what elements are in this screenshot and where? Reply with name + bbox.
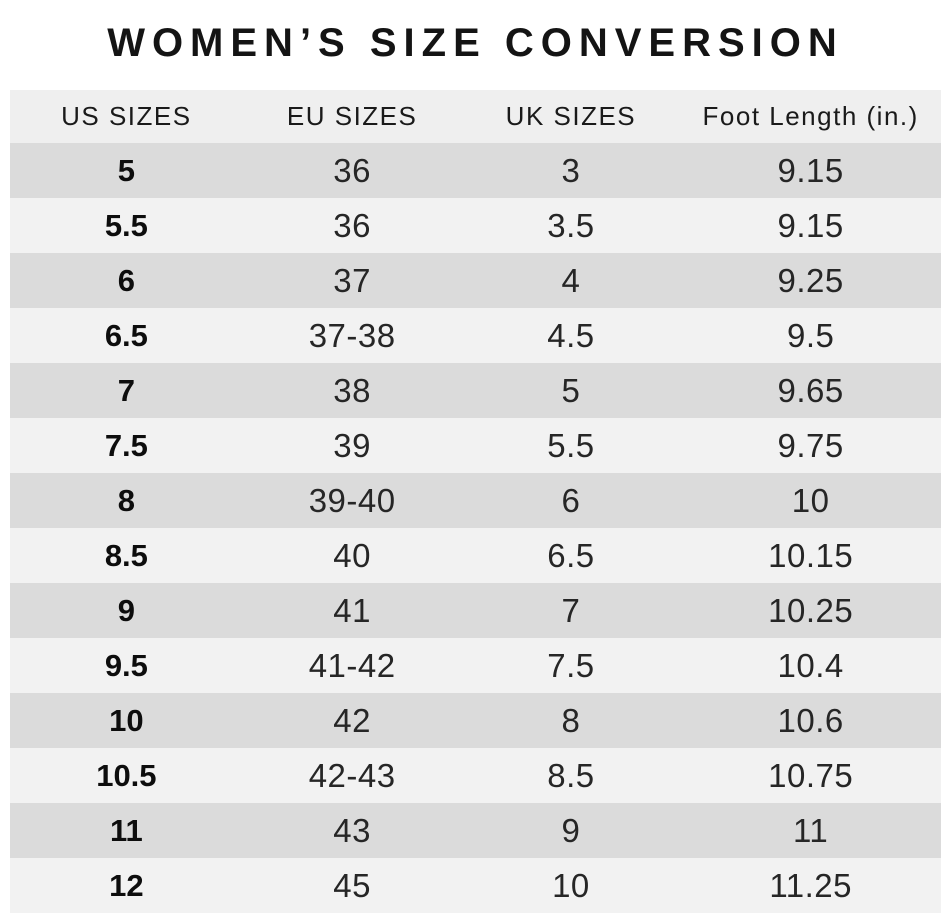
cell-foot-length: 11.25 (680, 858, 941, 913)
cell-foot-length: 9.5 (680, 308, 941, 363)
cell-foot-length: 10.6 (680, 693, 941, 748)
cell-foot-length: 10.15 (680, 528, 941, 583)
cell-uk-size: 5 (461, 363, 681, 418)
cell-us-size: 7.5 (10, 418, 243, 473)
cell-foot-length: 10.75 (680, 748, 941, 803)
cell-us-size: 8.5 (10, 528, 243, 583)
cell-foot-length: 9.15 (680, 198, 941, 253)
cell-foot-length: 9.75 (680, 418, 941, 473)
table-row: 7.5 39 5.5 9.75 (10, 418, 941, 473)
cell-uk-size: 4 (461, 253, 681, 308)
table-row: 8 39-40 6 10 (10, 473, 941, 528)
cell-eu-size: 41-42 (242, 638, 462, 693)
table-body: 5 36 3 9.15 5.5 36 3.5 9.15 6 37 4 9.25 6.5 37-38 4.5 9… (10, 143, 941, 913)
cell-eu-size: 39-40 (242, 473, 462, 528)
cell-us-size: 6.5 (10, 308, 243, 363)
cell-uk-size: 7 (461, 583, 681, 638)
table-row: 7 38 5 9.65 (10, 363, 941, 418)
cell-us-size: 8 (10, 473, 243, 528)
cell-foot-length: 9.25 (680, 253, 941, 308)
cell-us-size: 7 (10, 363, 243, 418)
cell-uk-size: 5.5 (461, 418, 681, 473)
cell-eu-size: 40 (242, 528, 462, 583)
cell-eu-size: 41 (242, 583, 462, 638)
cell-us-size: 5.5 (10, 198, 243, 253)
cell-foot-length: 11 (680, 803, 941, 858)
cell-foot-length: 9.15 (680, 143, 941, 198)
cell-uk-size: 9 (461, 803, 681, 858)
cell-uk-size: 6 (461, 473, 681, 528)
cell-us-size: 11 (10, 803, 243, 858)
cell-foot-length: 9.65 (680, 363, 941, 418)
table-row: 8.5 40 6.5 10.15 (10, 528, 941, 583)
cell-eu-size: 38 (242, 363, 462, 418)
table-row: 9 41 7 10.25 (10, 583, 941, 638)
cell-foot-length: 10.25 (680, 583, 941, 638)
cell-uk-size: 4.5 (461, 308, 681, 363)
cell-eu-size: 36 (242, 143, 462, 198)
table-row: 11 43 9 11 (10, 803, 941, 858)
cell-foot-length: 10.4 (680, 638, 941, 693)
cell-uk-size: 10 (461, 858, 681, 913)
column-header-eu-sizes: EU SIZES (242, 90, 462, 143)
cell-foot-length: 10 (680, 473, 941, 528)
cell-us-size: 10.5 (10, 748, 243, 803)
column-header-us-sizes: US SIZES (10, 90, 243, 143)
table-row: 9.5 41-42 7.5 10.4 (10, 638, 941, 693)
table-row: 5 36 3 9.15 (10, 143, 941, 198)
table-row: 12 45 10 11.25 (10, 858, 941, 913)
cell-uk-size: 3.5 (461, 198, 681, 253)
cell-uk-size: 6.5 (461, 528, 681, 583)
table-row: 6 37 4 9.25 (10, 253, 941, 308)
cell-eu-size: 37 (242, 253, 462, 308)
table-row: 5.5 36 3.5 9.15 (10, 198, 941, 253)
cell-uk-size: 8.5 (461, 748, 681, 803)
size-conversion-table: US SIZES EU SIZES UK SIZES Foot Length (… (10, 90, 941, 913)
cell-uk-size: 7.5 (461, 638, 681, 693)
cell-eu-size: 39 (242, 418, 462, 473)
table-row: 10 42 8 10.6 (10, 693, 941, 748)
cell-eu-size: 37-38 (242, 308, 462, 363)
cell-eu-size: 45 (242, 858, 462, 913)
cell-eu-size: 42 (242, 693, 462, 748)
page-title: WOMEN’S SIZE CONVERSION (107, 21, 844, 65)
table-header-row: US SIZES EU SIZES UK SIZES Foot Length (… (10, 90, 941, 143)
table-row: 6.5 37-38 4.5 9.5 (10, 308, 941, 363)
cell-uk-size: 8 (461, 693, 681, 748)
table-row: 10.5 42-43 8.5 10.75 (10, 748, 941, 803)
cell-us-size: 10 (10, 693, 243, 748)
cell-us-size: 5 (10, 143, 243, 198)
cell-us-size: 9 (10, 583, 243, 638)
cell-uk-size: 3 (461, 143, 681, 198)
cell-eu-size: 42-43 (242, 748, 462, 803)
column-header-uk-sizes: UK SIZES (461, 90, 681, 143)
cell-eu-size: 43 (242, 803, 462, 858)
cell-us-size: 9.5 (10, 638, 243, 693)
cell-eu-size: 36 (242, 198, 462, 253)
cell-us-size: 6 (10, 253, 243, 308)
cell-us-size: 12 (10, 858, 243, 913)
column-header-foot-length: Foot Length (in.) (680, 90, 941, 143)
